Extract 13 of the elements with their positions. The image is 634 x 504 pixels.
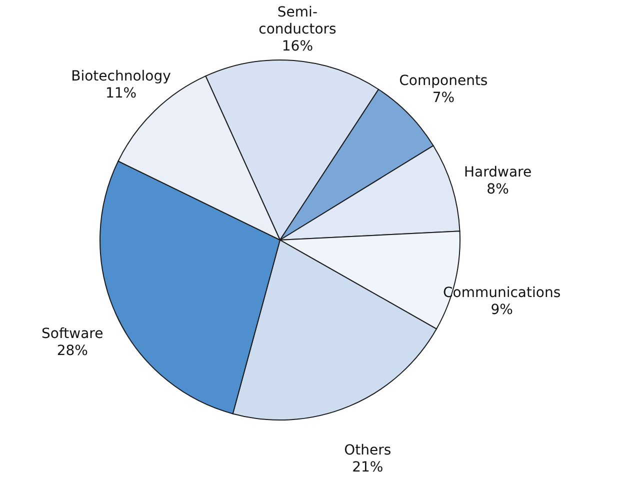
data-label: 8%: [486, 182, 509, 198]
data-label: 7%: [432, 90, 455, 106]
data-label: 21%: [352, 459, 384, 476]
data-label: 9%: [490, 302, 513, 318]
slice-label: Software: [42, 326, 104, 342]
slice-label: Others: [344, 442, 392, 458]
data-label: 11%: [105, 86, 137, 102]
slice-label: Semi-conductors: [258, 4, 336, 38]
data-label: 16%: [282, 38, 314, 55]
slice-label: Hardware: [464, 164, 532, 181]
slice-label: Components: [399, 73, 488, 90]
data-label: 28%: [56, 343, 88, 360]
slice-label: Biotechnology: [71, 68, 171, 85]
